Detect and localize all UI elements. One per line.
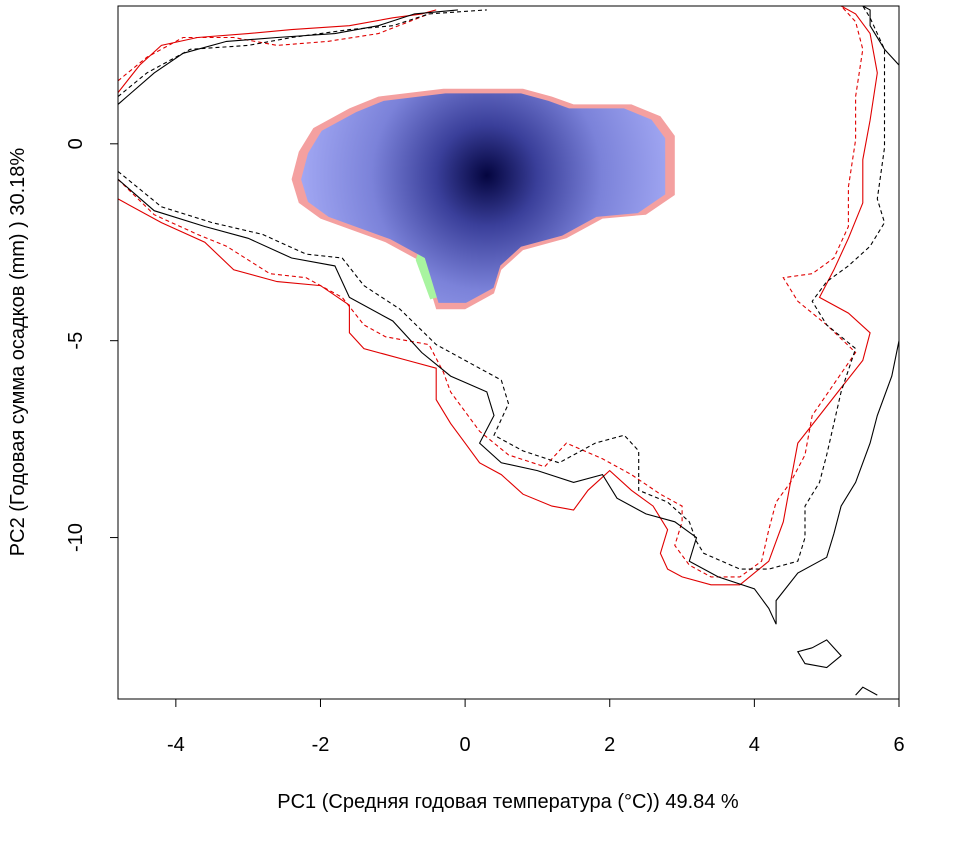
x-tick-label: -2 (312, 734, 330, 756)
y-tick-label: -5 (65, 332, 87, 350)
contour-line-6 (855, 686, 878, 696)
contour-lines (118, 6, 899, 696)
y-axis: 0 -5 -10 (65, 138, 119, 552)
y-tick-label: 0 (65, 138, 87, 149)
x-tick-label: 6 (893, 734, 904, 756)
contour-line-4 (118, 6, 886, 570)
x-tick-label: 0 (460, 734, 471, 756)
contour-line-2 (118, 6, 864, 578)
x-tick-label: 4 (749, 734, 760, 756)
y-tick-label: -10 (65, 523, 87, 552)
contour-line-3 (118, 6, 899, 625)
x-axis: -4 -2 0 2 4 6 (167, 698, 905, 756)
x-axis-title: PC1 (Средняя годовая температура (°C)) 4… (277, 791, 739, 813)
y-axis-title: PC2 (Годовая сумма осадков (mm) ) 30.18% (7, 148, 29, 557)
niche-density-layer (291, 88, 675, 310)
density-surface (301, 93, 666, 303)
x-tick-label: -4 (167, 734, 185, 756)
plot-area (118, 6, 899, 696)
contour-line-5 (796, 639, 842, 669)
x-tick-label: 2 (604, 734, 615, 756)
